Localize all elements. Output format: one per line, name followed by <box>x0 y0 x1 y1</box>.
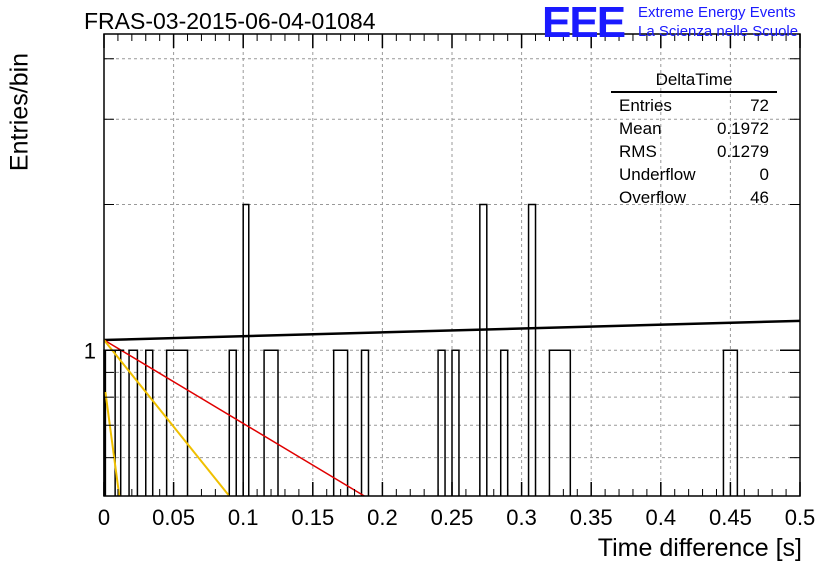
stats-row-rms: RMS 0.1279 <box>611 140 777 163</box>
histogram-bin <box>165 349 189 496</box>
x-tick-label: 0.5 <box>785 505 816 530</box>
histogram-bin <box>242 203 250 496</box>
stats-row-mean: Mean 0.1972 <box>611 117 777 140</box>
histogram-bin <box>451 349 460 496</box>
logo-line-2: La Scienza nelle Scuole <box>638 23 799 40</box>
logo-mark: EEE <box>542 0 626 47</box>
histogram-bin <box>228 349 237 496</box>
stats-row-entries: Entries 72 <box>611 94 777 117</box>
histogram-bin <box>145 349 154 496</box>
histogram-bin <box>527 203 537 496</box>
histogram-bars <box>103 203 739 496</box>
histogram-bin <box>332 349 349 496</box>
stats-row-overflow: Overflow 46 <box>611 186 777 209</box>
x-tick-label: 0.45 <box>709 505 752 530</box>
fit-lines <box>103 319 801 497</box>
stats-label: Mean <box>619 119 662 138</box>
histogram-bin <box>263 349 279 496</box>
run-title: FRAS-03-2015-06-04-01084 <box>84 8 376 34</box>
x-tick-label: 0.1 <box>228 505 259 530</box>
x-tick-label: 0.25 <box>431 505 474 530</box>
histogram-bin <box>479 203 488 496</box>
histogram-bin <box>722 349 739 496</box>
x-tick-label: 0.3 <box>506 505 537 530</box>
stats-row-underflow: Underflow 0 <box>611 163 777 186</box>
stats-value: 46 <box>750 188 769 207</box>
fit-line <box>103 339 365 497</box>
fit-line <box>103 319 801 342</box>
x-tick-label: 0 <box>98 505 110 530</box>
x-tick-label: 0.2 <box>367 505 398 530</box>
x-axis-label: Time difference [s] <box>597 534 802 562</box>
x-tick-label: 0.4 <box>646 505 677 530</box>
fit-line <box>104 391 121 497</box>
x-tick-label: 0.15 <box>291 505 334 530</box>
stats-box: DeltaTime Entries 72 Mean 0.1972 RMS 0.1… <box>611 70 777 209</box>
fit-line <box>103 339 231 497</box>
histogram-bin <box>360 349 370 496</box>
y-tick-label: 1 <box>84 338 96 363</box>
stats-label: Underflow <box>619 165 696 184</box>
histogram-bin <box>437 349 446 496</box>
stats-title: DeltaTime <box>611 70 777 93</box>
x-tick-label: 0.35 <box>570 505 613 530</box>
stats-value: 0.1279 <box>717 142 769 161</box>
x-tick-label: 0.05 <box>152 505 195 530</box>
histogram-bin <box>128 349 139 496</box>
stats-label: RMS <box>619 142 657 161</box>
histogram-bin <box>499 349 509 496</box>
stats-label: Entries <box>619 96 672 115</box>
stats-value: 0.1972 <box>717 119 769 138</box>
stats-value: 0 <box>759 165 769 184</box>
y-axis-label: Entries/bin <box>5 52 34 172</box>
histogram-bin <box>548 349 572 496</box>
axis-ticks <box>103 34 801 496</box>
axis-tick-labels: 0 0.05 0.1 0.15 0.2 0.25 0.3 0.35 0.4 0.45 0.5 1 <box>84 338 816 530</box>
logo-line-1: Extreme Energy Events <box>638 4 796 21</box>
stats-value: 72 <box>750 96 769 115</box>
stats-label: Overflow <box>619 188 687 207</box>
